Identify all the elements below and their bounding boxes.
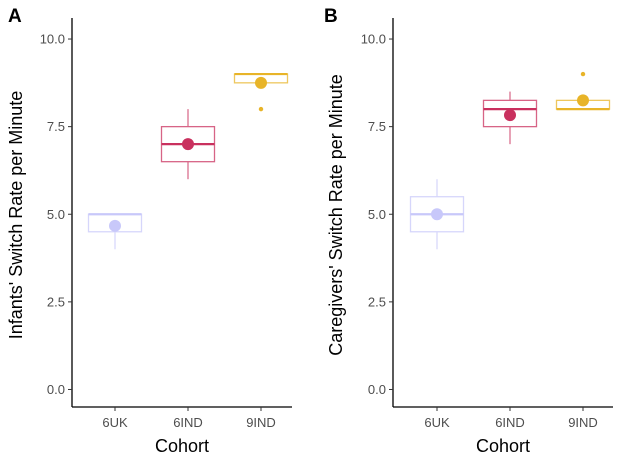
mean-point — [182, 138, 194, 151]
x-tick-label: 9IND — [568, 415, 598, 430]
panel-a-boxes — [87, 72, 289, 250]
panel-b-y-axis-title: Caregivers' Switch Rate per Minute — [326, 74, 346, 356]
y-tick-label: 7.5 — [47, 119, 65, 134]
panel-b-y-ticks: 0.0 2.5 5.0 7.5 10.0 — [361, 32, 393, 397]
box-6UK — [87, 213, 143, 250]
y-tick-label: 5.0 — [368, 207, 386, 222]
y-tick-label: 2.5 — [47, 294, 65, 309]
box-9IND — [555, 71, 611, 111]
x-tick-label: 6IND — [495, 415, 525, 430]
panel-a-x-axis-title: Cohort — [155, 436, 209, 456]
x-tick-label: 6UK — [424, 415, 450, 430]
box-6UK — [409, 179, 465, 250]
box-body — [482, 99, 538, 128]
mean-point — [109, 219, 121, 232]
panel-a: A Infants' Switch Rate per Minute Cohort… — [6, 6, 292, 456]
panel-b-boxes — [409, 71, 611, 250]
y-tick-label: 10.0 — [361, 32, 386, 47]
x-tick-label: 9IND — [246, 415, 276, 430]
x-tick-label: 6IND — [173, 415, 203, 430]
panel-a-label: A — [8, 6, 22, 27]
box-6IND — [160, 109, 216, 180]
mean-point — [255, 76, 267, 89]
panel-b-x-ticks: 6UK 6IND 9IND — [424, 407, 598, 430]
y-tick-label: 5.0 — [47, 207, 65, 222]
box-9IND — [233, 72, 289, 112]
outlier-point — [258, 106, 264, 112]
panel-a-y-ticks: 0.0 2.5 5.0 7.5 10.0 — [40, 32, 72, 397]
y-tick-label: 10.0 — [40, 32, 65, 47]
y-tick-label: 2.5 — [368, 294, 386, 309]
x-tick-label: 6UK — [102, 415, 128, 430]
y-tick-label: 0.0 — [368, 382, 386, 397]
panel-a-y-axis-title: Infants' Switch Rate per Minute — [6, 91, 26, 340]
mean-point — [504, 109, 516, 122]
panel-b-x-axis-title: Cohort — [476, 436, 530, 456]
panel-a-x-ticks: 6UK 6IND 9IND — [102, 407, 276, 430]
y-tick-label: 0.0 — [47, 382, 65, 397]
panel-b-label: B — [324, 6, 338, 27]
panel-b: B Caregivers' Switch Rate per Minute Coh… — [324, 6, 613, 456]
box-6IND — [482, 91, 538, 145]
y-tick-label: 7.5 — [368, 119, 386, 134]
mean-point — [431, 208, 443, 221]
mean-point — [577, 94, 589, 107]
outlier-point — [580, 71, 586, 77]
